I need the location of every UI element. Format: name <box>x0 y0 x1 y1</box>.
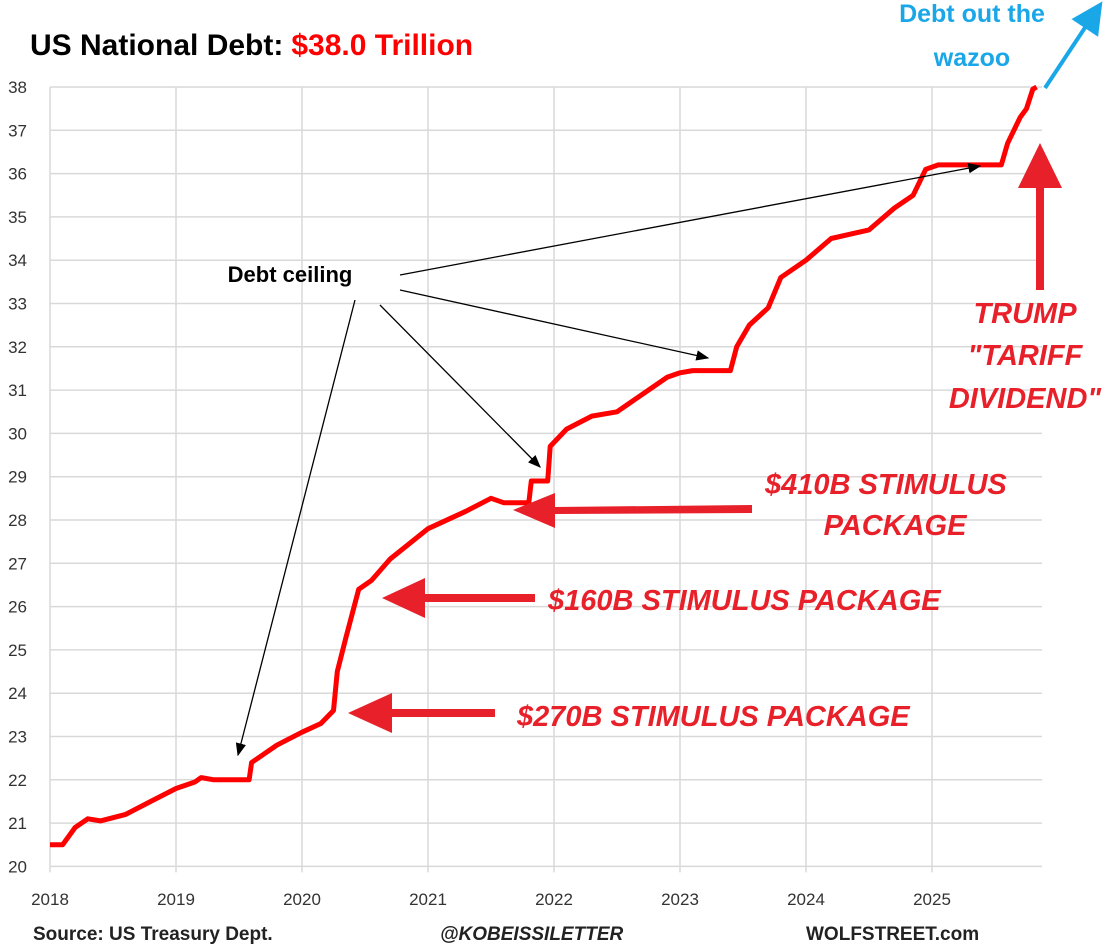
stim-270-label: $270B STIMULUS PACKAGE <box>516 701 911 733</box>
y-tick-label: 28 <box>8 511 27 530</box>
debt-ceiling-label: Debt ceiling <box>228 262 353 287</box>
arrow-icon <box>235 299 356 757</box>
y-tick-label: 30 <box>8 424 27 443</box>
y-tick-label: 22 <box>8 771 27 790</box>
stim-410-line1: $410B STIMULUS <box>764 469 1007 501</box>
arrow-410b-icon <box>513 493 752 528</box>
y-tick-label: 32 <box>8 338 27 357</box>
arrow-trump-icon <box>1018 143 1062 290</box>
arrow-270b-icon <box>348 693 495 733</box>
x-tick-label: 2021 <box>409 890 447 909</box>
arrow-icon <box>399 289 710 361</box>
y-tick-label: 34 <box>8 251 27 270</box>
x-axis: 2018 2019 2020 2021 2022 2023 2024 2025 <box>31 890 951 909</box>
handle-label: @KOBEISSILETTER <box>440 924 623 945</box>
x-tick-label: 2020 <box>283 890 321 909</box>
y-tick-label: 37 <box>8 121 27 140</box>
wazoo-line1: Debt out the <box>899 0 1045 28</box>
title-value: $38.0 Trillion <box>291 29 473 62</box>
x-tick-label: 2024 <box>787 890 825 909</box>
title-text: US National Debt: <box>30 29 283 62</box>
y-tick-label: 38 <box>8 78 27 97</box>
y-tick-label: 29 <box>8 468 27 487</box>
site-label: WOLFSTREET.com <box>806 924 979 945</box>
trump-line3: DIVIDEND" <box>949 383 1103 415</box>
arrow-icon <box>379 304 541 468</box>
debt-line <box>50 84 1038 848</box>
wazoo-line2: wazoo <box>933 44 1010 72</box>
trump-line1: TRUMP <box>973 298 1077 330</box>
stim-410-line2: PACKAGE <box>824 510 969 542</box>
y-tick-label: 36 <box>8 165 27 184</box>
x-tick-label: 2023 <box>661 890 699 909</box>
y-axis: 20 21 22 23 24 25 26 27 28 29 30 31 32 33 34 35 36 37 38 <box>8 78 27 876</box>
y-tick-label: 35 <box>8 208 27 227</box>
y-tick-label: 27 <box>8 554 27 573</box>
y-tick-label: 20 <box>8 857 27 876</box>
arrow-160b-icon <box>382 578 535 618</box>
y-tick-label: 33 <box>8 295 27 314</box>
y-tick-label: 24 <box>8 684 27 703</box>
y-tick-label: 21 <box>8 814 27 833</box>
y-tick-label: 31 <box>8 381 27 400</box>
trump-line2: "TARIFF <box>968 340 1084 372</box>
wazoo-arrow-icon <box>1043 1 1103 90</box>
x-tick-label: 2025 <box>913 890 951 909</box>
x-tick-label: 2018 <box>31 890 69 909</box>
debt-ceiling-arrows <box>235 163 982 757</box>
x-tick-label: 2019 <box>157 890 195 909</box>
stim-160-label: $160B STIMULUS PACKAGE <box>547 585 942 617</box>
arrow-icon <box>399 163 982 276</box>
x-tick-label: 2022 <box>535 890 573 909</box>
grid <box>49 86 1042 873</box>
stimulus-arrows <box>348 143 1062 733</box>
y-tick-label: 23 <box>8 728 27 747</box>
source-label: Source: US Treasury Dept. <box>33 924 273 945</box>
y-tick-label: 26 <box>8 598 27 617</box>
y-tick-label: 25 <box>8 641 27 660</box>
chart-title: US National Debt: $38.0 Trillion <box>30 29 473 62</box>
